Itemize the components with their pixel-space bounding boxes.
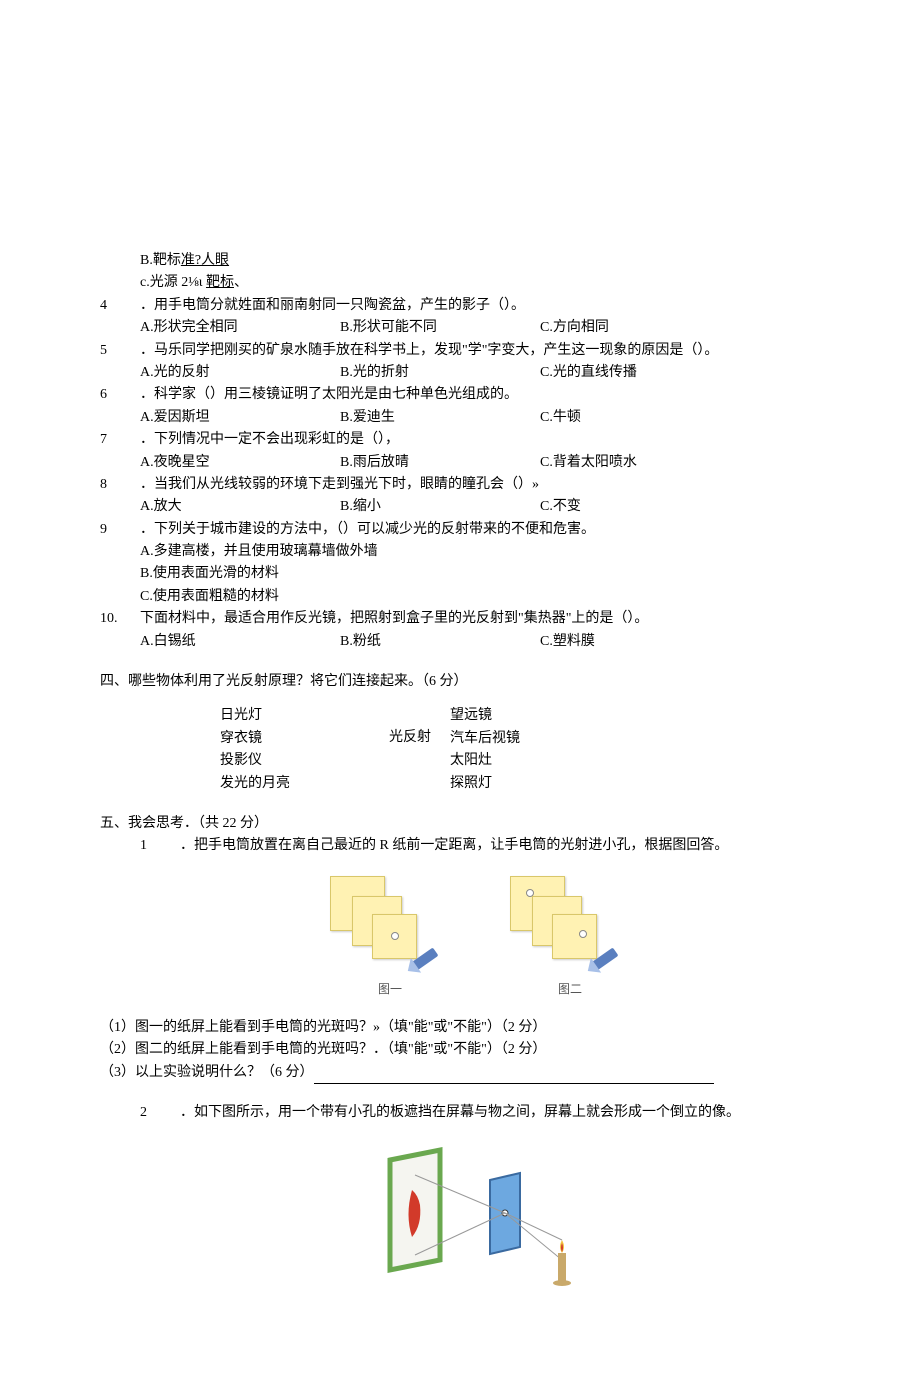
figure-1: 图一: [330, 876, 450, 999]
section-4: 四、哪些物体利用了光反射原理？将它们连接起来。（6 分） 日光灯 穿衣镜 投影仪…: [100, 671, 820, 795]
q4-opt-c: C.方向相同: [540, 317, 740, 339]
q8-text: ．当我们从光线较弱的环境下走到强光下时，眼睛的瞳孔会（）»: [140, 474, 820, 496]
question-4: 4 ．用手电筒分就姓面和丽南射同一只陶瓷盆，产生的影子（）。 A.形状完全相同 …: [100, 295, 820, 340]
matching-left-col: 日光灯 穿衣镜 投影仪 发光的月亮: [220, 705, 370, 795]
question-5: 5 ．马乐同学把刚买的矿泉水随手放在科学书上，发现"学"字变大，产生这一现象的原…: [100, 340, 820, 362]
pinhole-diagram: [140, 1145, 820, 1295]
q6-opt-b: B.爱迪生: [340, 407, 540, 429]
q6-options: A.爱因斯坦 B.爱迪生 C.牛顿: [140, 407, 820, 429]
hole-icon: [579, 930, 587, 938]
s5-q1-figures: 图一 图二: [140, 876, 820, 999]
q9-opt-b: B.使用表面光滑的材料: [140, 563, 820, 585]
fill-blank-line[interactable]: [314, 1070, 714, 1084]
q8-opt-b: B.缩小: [340, 496, 540, 518]
q5-options-wrap: A.光的反射 B.光的折射 C.光的直线传播: [100, 362, 820, 384]
question-9: 9 ．下列关于城市建设的方法中，（）可以减少光的反射带来的不便和危害。 A.多建…: [100, 519, 820, 609]
q7-text: ．下列情况中一定不会出现彩虹的是（），: [140, 429, 820, 451]
section-5-title: 五、我会思考．（共 22 分）: [100, 813, 820, 835]
q10-num: 10.: [100, 608, 140, 653]
s5-q2: 2 ．如下图所示，用一个带有小孔的板遮挡在屏幕与物之间，屏幕上就会形成一个倒立的…: [140, 1102, 820, 1124]
question-7: 7 ．下列情况中一定不会出现彩虹的是（）， A.夜晚星空 B.雨后放晴 C.背着…: [100, 429, 820, 474]
pinhole-svg-icon: [370, 1145, 590, 1295]
q5-opt-a: A.光的反射: [140, 362, 340, 384]
q9-opt-a: A.多建高楼，并且使用玻璃幕墙做外墙: [140, 541, 820, 563]
q5-options: A.光的反射 B.光的折射 C.光的直线传播: [140, 362, 820, 384]
match-left-2: 投影仪: [220, 750, 370, 772]
q7-opt-b: B.雨后放晴: [340, 452, 540, 474]
figure-2: 图二: [510, 876, 630, 999]
q9-opt-c: C.使用表面粗糙的材料: [140, 586, 820, 608]
section-5: 五、我会思考．（共 22 分） 1 ．把手电筒放置在离自己最近的 R 纸前一定距…: [100, 813, 820, 1295]
q4-num: 4: [100, 295, 140, 340]
question-6: 6 ．科学家（）用三棱镜证明了太阳光是由七种单色光组成的。 A.爱因斯坦 B.爱…: [100, 384, 820, 429]
q7-opt-a: A.夜晚星空: [140, 452, 340, 474]
match-left-3: 发光的月亮: [220, 773, 370, 795]
q10-opt-a: A.白锡纸: [140, 631, 340, 653]
figure-1-cards: [330, 876, 450, 976]
q4-text: ．用手电筒分就姓面和丽南射同一只陶瓷盆，产生的影子（）。: [140, 295, 820, 317]
q9-num: 9: [100, 519, 140, 609]
q6-opt-c: C.牛顿: [540, 407, 740, 429]
match-right-0: 望远镜: [450, 705, 570, 727]
q5-text: ．马乐同学把刚买的矿泉水随手放在科学书上，发现"学"字变大，产生这一现象的原因是…: [140, 340, 820, 362]
q7-opt-c: C.背着太阳喷水: [540, 452, 740, 474]
s5-q2-wrap: 2 ．如下图所示，用一个带有小孔的板遮挡在屏幕与物之间，屏幕上就会形成一个倒立的…: [100, 1102, 820, 1294]
match-left-0: 日光灯: [220, 705, 370, 727]
q4-opt-b: B.形状可能不同: [340, 317, 540, 339]
figure-2-cards: [510, 876, 630, 976]
q3-optb-underline: 准?人眼: [181, 253, 229, 268]
s5-q1-p1: （1）图一的纸屏上能看到手电筒的光斑吗？»（填"能"或"不能"）（2 分）: [100, 1017, 820, 1039]
s5-q1-num: 1: [140, 835, 180, 857]
s5-q1-p3-text: （3）以上实验说明什么？（6 分）: [100, 1065, 314, 1080]
q8-opt-c: C.不变: [540, 496, 740, 518]
q10-opt-c: C.塑料膜: [540, 631, 740, 653]
s5-q1-p2: （2）图二的纸屏上能看到手电筒的光斑吗？．（填"能"或"不能"）（2 分）: [100, 1039, 820, 1061]
s5-q2-num: 2: [140, 1102, 180, 1124]
q5-num: 5: [100, 340, 140, 362]
s5-q1-text: ．把手电筒放置在离自己最近的 R 纸前一定距离，让手电筒的光射进小孔，根据图回答…: [180, 835, 820, 857]
section-4-title: 四、哪些物体利用了光反射原理？将它们连接起来。（6 分）: [100, 671, 820, 693]
fig2-caption: 图二: [558, 980, 582, 999]
q4-opt-a: A.形状完全相同: [140, 317, 340, 339]
fig1-card-front: [372, 914, 417, 959]
q7-num: 7: [100, 429, 140, 474]
q4-options: A.形状完全相同 B.形状可能不同 C.方向相同: [140, 317, 820, 339]
match-right-2: 太阳灶: [450, 750, 570, 772]
q3-optc-text: c.光源 2⅛ι 靶标、: [140, 275, 248, 290]
q8-num: 8: [100, 474, 140, 519]
q10-text: 下面材料中，最适合用作反光镜，把照射到盒子里的光反射到"集热器"上的是（）。: [140, 608, 820, 630]
matching-middle-col: 光反射: [370, 705, 450, 795]
q8-opt-a: A.放大: [140, 496, 340, 518]
s5-q2-text: ．如下图所示，用一个带有小孔的板遮挡在屏幕与物之间，屏幕上就会形成一个倒立的像。: [180, 1102, 820, 1124]
q10-options: A.白锡纸 B.粉纸 C.塑料膜: [140, 631, 820, 653]
fig2-card-front: [552, 914, 597, 959]
hole-icon: [391, 932, 399, 940]
match-right-1: 汽车后视镜: [450, 728, 570, 750]
q9-text: ．下列关于城市建设的方法中，（）可以减少光的反射带来的不便和危害。: [140, 519, 820, 541]
q5-opt-c: C.光的直线传播: [540, 362, 740, 384]
matching-table: 日光灯 穿衣镜 投影仪 发光的月亮 光反射 望远镜 汽车后视镜 太阳灶 探照灯: [100, 705, 820, 795]
q6-opt-a: A.爱因斯坦: [140, 407, 340, 429]
q3-option-c: c.光源 2⅛ι 靶标、: [100, 272, 820, 294]
q7-options: A.夜晚星空 B.雨后放晴 C.背着太阳喷水: [140, 452, 820, 474]
q10-opt-b: B.粉纸: [340, 631, 540, 653]
s5-q1: 1 ．把手电筒放置在离自己最近的 R 纸前一定距离，让手电筒的光射进小孔，根据图…: [140, 835, 820, 857]
question-8: 8 ．当我们从光线较弱的环境下走到强光下时，眼睛的瞳孔会（）» A.放大 B.缩…: [100, 474, 820, 519]
q8-options: A.放大 B.缩小 C.不变: [140, 496, 820, 518]
match-middle: 光反射: [370, 727, 450, 749]
match-right-3: 探照灯: [450, 773, 570, 795]
q3-optc-underline: 靶标: [206, 275, 234, 290]
section-5-body: 1 ．把手电筒放置在离自己最近的 R 纸前一定距离，让手电筒的光射进小孔，根据图…: [100, 835, 820, 999]
q5-opt-b: B.光的折射: [340, 362, 540, 384]
question-10: 10. 下面材料中，最适合用作反光镜，把照射到盒子里的光反射到"集热器"上的是（…: [100, 608, 820, 653]
q6-text: ．科学家（）用三棱镜证明了太阳光是由七种单色光组成的。: [140, 384, 820, 406]
s5-q1-p3: （3）以上实验说明什么？（6 分）: [100, 1062, 820, 1084]
match-left-1: 穿衣镜: [220, 728, 370, 750]
q3-optb-text: B.靶标准?人眼: [140, 253, 229, 268]
q3-option-b: B.靶标准?人眼: [100, 250, 820, 272]
fig1-caption: 图一: [378, 980, 402, 999]
matching-right-col: 望远镜 汽车后视镜 太阳灶 探照灯: [450, 705, 570, 795]
q6-num: 6: [100, 384, 140, 429]
